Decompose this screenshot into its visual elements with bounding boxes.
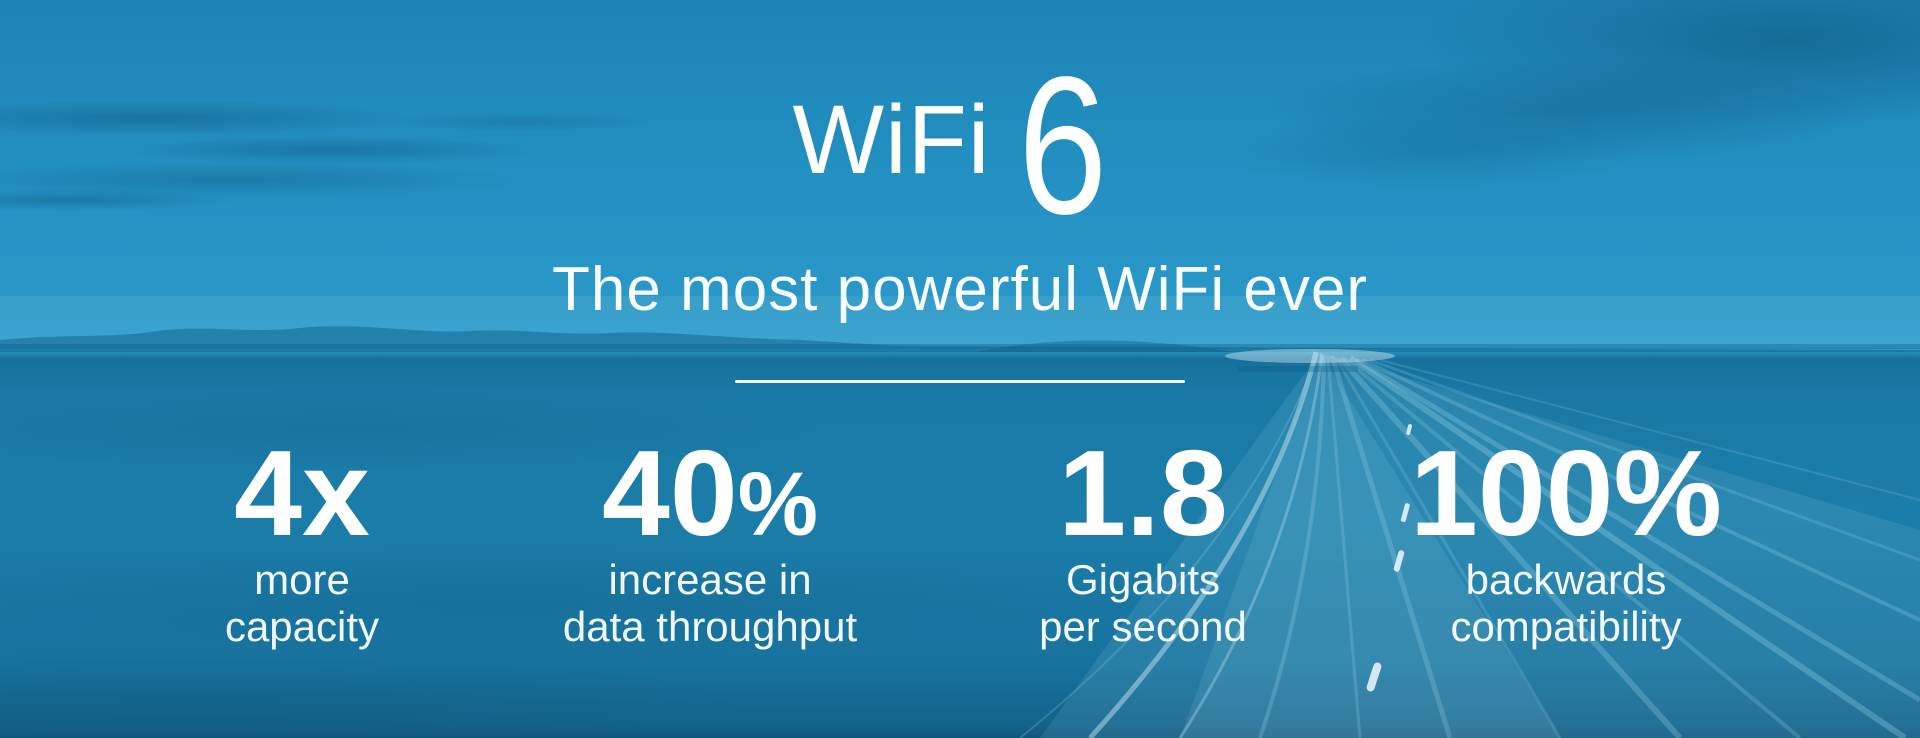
divider-line bbox=[735, 380, 1185, 383]
stat-label-line: capacity bbox=[224, 603, 380, 651]
road-edge-inner bbox=[1178, 353, 1324, 738]
stat-backwards-compatibility: 100% backwards compatibility bbox=[1346, 432, 1786, 650]
stat-label-line: compatibility bbox=[1450, 603, 1682, 651]
treeline-silhouette bbox=[0, 326, 1920, 352]
stat-label: increase in data throughput bbox=[490, 556, 930, 650]
highway-bright-lane bbox=[1180, 352, 1560, 738]
guardrail-shadow bbox=[1238, 366, 1358, 372]
highway-streaks bbox=[1019, 353, 1920, 738]
page-title: WiFi 6 bbox=[0, 0, 1920, 244]
stat-value: 100% bbox=[1346, 432, 1786, 554]
stat-label-line: data throughput bbox=[562, 603, 858, 651]
stat-label-line: more bbox=[254, 556, 350, 603]
stat-number-text: 40 bbox=[602, 425, 738, 561]
stat-number-text: 4x bbox=[234, 425, 370, 561]
stat-label-line: per second bbox=[1039, 603, 1247, 651]
wifi-version-number: 6 bbox=[1018, 36, 1108, 255]
stat-label: Gigabits per second bbox=[923, 556, 1363, 650]
highway-surface bbox=[1040, 352, 1920, 738]
stat-more-capacity: 4x more capacity bbox=[82, 432, 522, 650]
stat-value: 40% bbox=[490, 432, 930, 554]
stat-value: 1.8 bbox=[923, 432, 1363, 554]
stat-label-line: increase in bbox=[608, 556, 812, 603]
stat-label-line: backwards bbox=[1465, 556, 1667, 603]
stat-number-suffix: % bbox=[737, 454, 818, 555]
stat-number-text: 1.8 bbox=[1058, 425, 1228, 561]
tagline: The most powerful WiFi ever bbox=[552, 255, 1368, 324]
stat-value: 4x bbox=[82, 432, 522, 554]
road-edge-left bbox=[1088, 351, 1319, 738]
road-horizon-glow bbox=[1225, 349, 1395, 363]
stat-gigabits-per-second: 1.8 Gigabits per second bbox=[923, 432, 1363, 650]
stat-number-text: 100% bbox=[1409, 425, 1723, 561]
wifi-wordmark: WiFi bbox=[792, 85, 991, 194]
stat-label: more capacity bbox=[82, 556, 522, 650]
hill-silhouette bbox=[975, 340, 1235, 352]
lane-markings bbox=[1366, 424, 1412, 692]
stat-label-line: Gigabits bbox=[1065, 556, 1221, 603]
stat-label: backwards compatibility bbox=[1346, 556, 1786, 650]
stat-data-throughput: 40% increase in data throughput bbox=[490, 432, 930, 650]
